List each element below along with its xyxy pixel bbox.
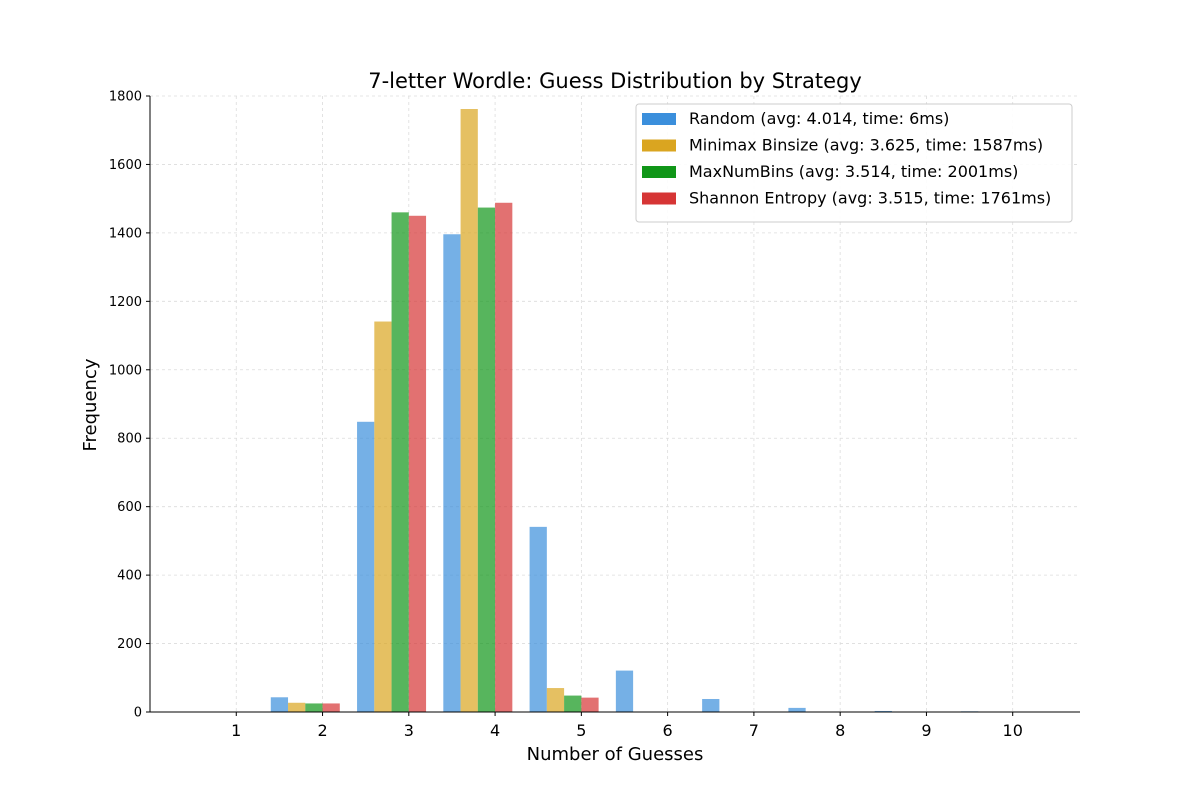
bar [581, 697, 599, 712]
bar [529, 526, 547, 712]
bar [305, 703, 323, 712]
bar [564, 695, 582, 712]
bars [270, 109, 979, 713]
legend-box [635, 103, 1073, 223]
bar [270, 697, 289, 712]
y-tick-label: 600 [117, 500, 142, 515]
y-tick-label: 1800 [109, 90, 142, 105]
y-tick-label: 1400 [109, 226, 142, 241]
y-tick-label: 1600 [109, 158, 142, 173]
x-tick-label: 1 [231, 721, 241, 740]
bar [788, 707, 806, 712]
legend-label: Minimax Binsize (avg: 3.625, time: 1587m… [689, 136, 1043, 155]
legend-swatch [642, 192, 676, 205]
x-axis-label: Number of Guesses [527, 744, 704, 765]
y-tick-label: 1000 [109, 363, 142, 378]
x-tick-label: 3 [404, 721, 414, 740]
y-tick-label: 400 [117, 569, 142, 584]
y-tick-label: 800 [117, 432, 142, 447]
axes: 0 200 400 600 800 1000 1200 1400 1600 1800 1 2 3 4 5 6 7… [109, 90, 1080, 740]
bar [408, 215, 427, 712]
legend: Random (avg: 4.014, time: 6ms) Minimax Bi… [635, 103, 1073, 223]
x-tick-label: 2 [317, 721, 327, 740]
y-axis-label: Frequency [80, 358, 101, 451]
bar [322, 703, 340, 712]
legend-swatch [642, 113, 676, 125]
x-tick-label: 10 [1003, 721, 1023, 740]
legend-swatch [642, 139, 676, 152]
bar [288, 702, 306, 712]
y-tick-label: 200 [117, 637, 142, 652]
bar [460, 109, 478, 712]
bar [546, 688, 565, 712]
bar [495, 202, 513, 713]
bar [374, 321, 392, 712]
x-tick-label: 4 [490, 721, 500, 740]
bar [443, 234, 461, 712]
x-tick-label: 8 [835, 721, 845, 740]
legend-swatch [642, 166, 676, 178]
bar [477, 207, 496, 712]
x-tick-label: 6 [663, 721, 673, 740]
bar [357, 421, 375, 712]
legend-label: Random (avg: 4.014, time: 6ms) [689, 109, 949, 128]
bar [702, 698, 720, 712]
bar [615, 670, 634, 712]
chart-title: 7-letter Wordle: Guess Distribution by S… [368, 69, 862, 93]
x-tick-label: 7 [749, 721, 759, 740]
x-tick-label: 9 [921, 721, 931, 740]
legend-label: Shannon Entropy (avg: 3.515, time: 1761m… [689, 189, 1051, 208]
y-tick-label: 1200 [109, 295, 142, 310]
bar [391, 212, 409, 712]
bar [874, 710, 892, 712]
legend-label: MaxNumBins (avg: 3.514, time: 2001ms) [689, 162, 1018, 181]
x-tick-label: 5 [576, 721, 586, 740]
y-tick-label: 0 [134, 706, 142, 721]
